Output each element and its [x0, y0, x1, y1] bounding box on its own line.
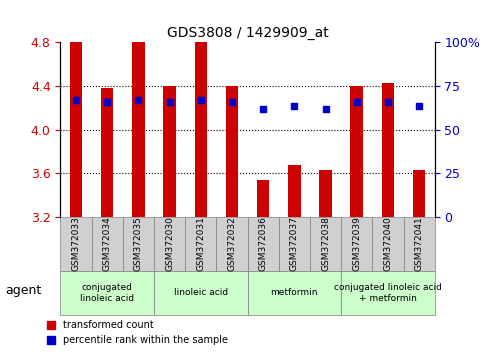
Point: [259, 106, 267, 112]
Point: [197, 97, 205, 103]
Point: [384, 99, 392, 105]
Bar: [226, 86, 238, 217]
Text: GSM372030: GSM372030: [165, 217, 174, 272]
Point: [228, 99, 236, 105]
FancyBboxPatch shape: [341, 271, 435, 315]
Text: GSM372040: GSM372040: [384, 217, 392, 271]
Point: [353, 99, 361, 105]
Text: GSM372032: GSM372032: [227, 217, 237, 271]
Bar: [382, 83, 394, 217]
Point: [290, 103, 298, 109]
Bar: [132, 42, 144, 217]
FancyBboxPatch shape: [372, 217, 403, 271]
FancyBboxPatch shape: [403, 217, 435, 271]
Text: conjugated linoleic acid
+ metformin: conjugated linoleic acid + metformin: [334, 283, 442, 303]
Legend: transformed count, percentile rank within the sample: transformed count, percentile rank withi…: [43, 316, 232, 349]
Bar: [351, 86, 363, 217]
FancyBboxPatch shape: [341, 217, 372, 271]
Point: [72, 97, 80, 103]
Text: GSM372033: GSM372033: [71, 217, 81, 272]
Text: GSM372039: GSM372039: [352, 217, 361, 272]
FancyBboxPatch shape: [154, 271, 247, 315]
Bar: [319, 170, 332, 217]
Bar: [257, 180, 270, 217]
FancyBboxPatch shape: [60, 271, 154, 315]
FancyBboxPatch shape: [60, 217, 92, 271]
Text: GSM372038: GSM372038: [321, 217, 330, 272]
FancyBboxPatch shape: [247, 217, 279, 271]
Bar: [163, 86, 176, 217]
Point: [103, 99, 111, 105]
Text: GSM372031: GSM372031: [196, 217, 205, 272]
Text: GSM372041: GSM372041: [414, 217, 424, 271]
Text: metformin: metformin: [270, 289, 318, 297]
FancyBboxPatch shape: [92, 217, 123, 271]
Point: [322, 106, 329, 112]
FancyBboxPatch shape: [154, 217, 185, 271]
Text: GSM372037: GSM372037: [290, 217, 299, 272]
Text: GSM372034: GSM372034: [103, 217, 112, 271]
Text: GSM372036: GSM372036: [258, 217, 268, 272]
FancyBboxPatch shape: [279, 217, 310, 271]
Title: GDS3808 / 1429909_at: GDS3808 / 1429909_at: [167, 26, 328, 40]
FancyBboxPatch shape: [185, 217, 216, 271]
Bar: [101, 88, 114, 217]
Point: [166, 99, 173, 105]
FancyBboxPatch shape: [123, 217, 154, 271]
FancyBboxPatch shape: [216, 217, 247, 271]
Bar: [70, 42, 82, 217]
Text: GSM372035: GSM372035: [134, 217, 143, 272]
Bar: [413, 170, 426, 217]
Text: agent: agent: [5, 284, 41, 297]
FancyBboxPatch shape: [310, 217, 341, 271]
Point: [415, 103, 423, 109]
Bar: [195, 42, 207, 217]
FancyBboxPatch shape: [247, 271, 341, 315]
Bar: [288, 165, 300, 217]
Text: conjugated
linoleic acid: conjugated linoleic acid: [80, 283, 134, 303]
Point: [134, 97, 142, 103]
Text: linoleic acid: linoleic acid: [174, 289, 228, 297]
